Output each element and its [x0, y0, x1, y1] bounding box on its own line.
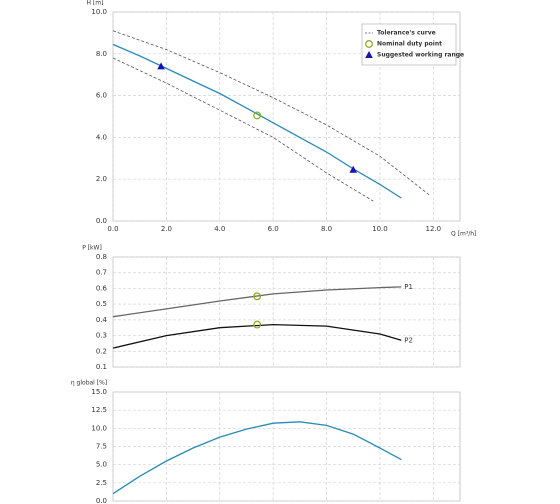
y-tick-label: 6.0 [96, 92, 107, 100]
x-tick-label: 2.0 [161, 225, 172, 233]
y-tick-label: 0.3 [96, 332, 107, 340]
y-tick-label: 2.0 [96, 175, 107, 183]
y-tick-label: 0.8 [96, 253, 107, 261]
legend-label: Nominal duty point [377, 41, 442, 48]
tolerance-curve [112, 30, 431, 197]
y-tick-label: 0.4 [96, 316, 108, 324]
y-tick-label: 2.5 [96, 479, 107, 487]
y-tick-label: 4.0 [96, 133, 107, 141]
y-axis-label: P [kW] [82, 245, 102, 252]
duty-point [365, 40, 373, 48]
curve-line [112, 323, 402, 349]
curve-line [112, 286, 402, 318]
y-tick-label: 0.6 [96, 284, 108, 292]
y-axis-label: H [m] [87, 0, 104, 7]
plot-frame [112, 11, 461, 222]
y-tick-label: 8.0 [96, 50, 107, 58]
curve-line [112, 43, 402, 199]
legend-label: Tolerance's curve [377, 30, 436, 37]
curve-line [112, 421, 402, 495]
chart: 0.1 0.2 0.3 0.4 0.5 0.6 0.7 0.8P [kW] P1 P2 [82, 245, 461, 371]
duty-point [253, 320, 262, 329]
duty-point [253, 111, 262, 120]
x-tick-label: 6.0 [268, 225, 279, 233]
y-axis-label: η global [%] [71, 380, 107, 387]
tolerance-curve [112, 57, 374, 202]
y-tick-label: 0.7 [96, 269, 107, 277]
x-tick-label: 4.0 [214, 225, 225, 233]
y-tick-label: 10.0 [91, 424, 107, 432]
range-point [349, 165, 358, 173]
y-tick-label: 10.0 [91, 8, 107, 16]
x-tick-label: 12.0 [426, 225, 442, 233]
y-tick-label: 5.0 [96, 461, 107, 469]
y-tick-label: 0.0 [96, 217, 107, 225]
y-tick-label: 0.5 [96, 300, 107, 308]
series-label: P2 [404, 336, 413, 344]
range-point [157, 62, 165, 70]
range-point [365, 51, 373, 58]
y-tick-label: 7.5 [96, 443, 107, 451]
chart: 0.0 2.5 5.0 7.5 10.0 12.5 15.0η global [%] [71, 380, 461, 504]
chart: 0.0 2.0 4.0 6.0 8.0 10.0 12.0 0.0 2.0 4.0 6.0 8.0 10… [87, 0, 477, 238]
series-label: P1 [404, 283, 413, 291]
y-tick-label: 12.5 [91, 406, 107, 414]
x-tick-label: 10.0 [372, 225, 388, 233]
plot-frame [112, 256, 461, 368]
x-tick-label: 0.0 [107, 225, 118, 233]
x-tick-label: 8.0 [321, 225, 332, 233]
duty-point [253, 292, 262, 301]
y-tick-label: 0.1 [96, 363, 107, 371]
y-tick-label: 0.0 [96, 497, 107, 504]
legend-box [361, 23, 457, 66]
y-tick-label: 0.2 [96, 347, 107, 355]
y-tick-label: 15.0 [91, 388, 107, 396]
legend-label: Suggested working range [377, 52, 464, 59]
x-axis-label: Q [m³/h] [451, 231, 476, 238]
